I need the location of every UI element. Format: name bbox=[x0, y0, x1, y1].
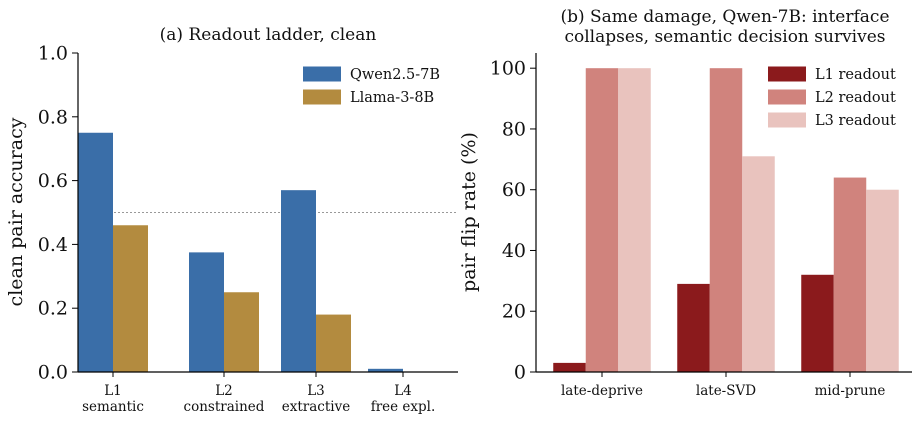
x-tick-label: semantic bbox=[82, 399, 144, 415]
y-tick-label: 0.4 bbox=[38, 234, 68, 256]
legend-swatch bbox=[303, 66, 341, 82]
bar bbox=[78, 132, 113, 372]
x-tick-label: L3 bbox=[307, 383, 325, 399]
x-tick-label: mid-prune bbox=[815, 383, 886, 399]
y-axis-label: pair flip rate (%) bbox=[458, 132, 480, 292]
bar bbox=[316, 314, 351, 372]
bar bbox=[368, 368, 403, 372]
x-tick-label: L4 bbox=[394, 383, 412, 399]
legend: Qwen2.5-7B Llama-3-8B bbox=[303, 66, 440, 106]
chart-title: (a) Readout ladder, clean bbox=[160, 25, 377, 45]
legend-swatch bbox=[768, 112, 806, 128]
bar bbox=[801, 274, 834, 372]
y-tick-label: 0.8 bbox=[38, 106, 68, 128]
y-tick-label: 0 bbox=[514, 362, 526, 384]
x-tick-label: late-SVD bbox=[696, 383, 756, 399]
chart-title: collapses, semantic decision survives bbox=[564, 27, 885, 47]
y-tick-label: 0.2 bbox=[38, 298, 68, 320]
x-tick-label: constrained bbox=[184, 399, 265, 415]
y-tick-label: 100 bbox=[490, 58, 526, 80]
bar bbox=[709, 68, 743, 372]
y-tick-label: 40 bbox=[502, 240, 526, 262]
y-tick-label: 0.0 bbox=[38, 362, 68, 384]
x-tick-label: late-deprive bbox=[561, 383, 643, 399]
y-tick-label: 80 bbox=[502, 118, 526, 140]
bar bbox=[677, 283, 710, 372]
y-tick-label: 1.0 bbox=[38, 43, 68, 65]
chart-title: (b) Same damage, Qwen-7B: interface bbox=[560, 7, 889, 27]
x-tick-label: L2 bbox=[215, 383, 233, 399]
bar bbox=[113, 225, 148, 372]
chart-panel-b: (b) Same damage, Qwen-7B: interfacecolla… bbox=[458, 7, 912, 399]
x-tick-label: free expl. bbox=[371, 399, 436, 415]
x-tick-label: extractive bbox=[282, 399, 350, 415]
bar bbox=[833, 177, 867, 372]
legend-swatch bbox=[768, 89, 806, 105]
x-tick-label: L1 bbox=[104, 383, 122, 399]
legend-label: Llama-3-8B bbox=[350, 90, 434, 106]
chart-panel-a: (a) Readout ladder, clean clean pair accu… bbox=[5, 25, 458, 415]
bar bbox=[585, 68, 619, 372]
bar bbox=[553, 362, 586, 372]
y-tick-label: 20 bbox=[502, 301, 526, 323]
y-tick-label: 0.6 bbox=[38, 170, 68, 192]
y-axis-label: clean pair accuracy bbox=[5, 117, 27, 306]
legend: L1 readout L2 readout L3 readout bbox=[768, 66, 896, 129]
bar bbox=[618, 68, 651, 372]
bar bbox=[281, 190, 316, 372]
bar bbox=[224, 292, 259, 372]
bar bbox=[742, 156, 775, 372]
bar bbox=[866, 189, 899, 372]
y-tick-label: 60 bbox=[502, 179, 526, 201]
legend-label: L2 readout bbox=[815, 90, 896, 106]
legend-swatch bbox=[768, 66, 806, 82]
legend-label: L3 readout bbox=[815, 113, 896, 129]
legend-label: L1 readout bbox=[815, 67, 896, 83]
legend-label: Qwen2.5-7B bbox=[350, 67, 440, 83]
legend-swatch bbox=[303, 89, 341, 105]
bar bbox=[189, 252, 224, 372]
